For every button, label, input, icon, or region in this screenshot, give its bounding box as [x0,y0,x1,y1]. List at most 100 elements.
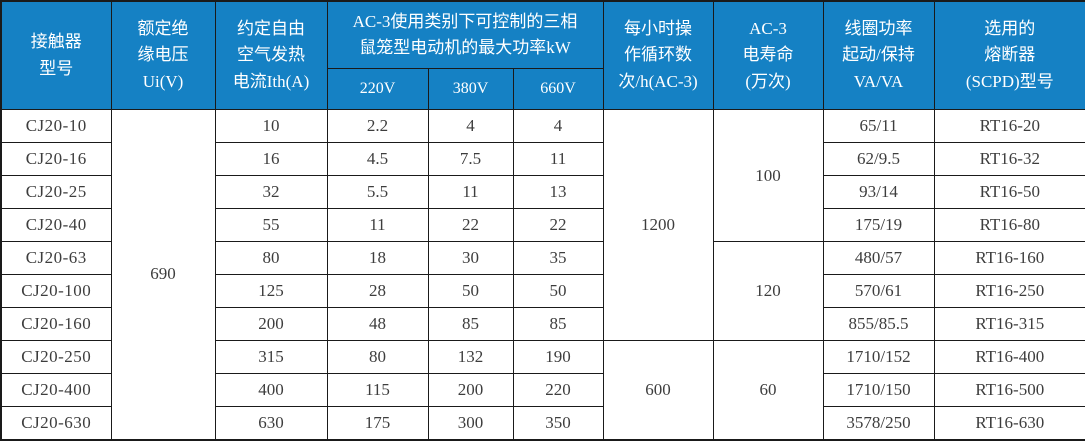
thermal-current-cell: 400 [214,373,328,407]
power-220v-cell: 5.5 [326,175,429,209]
model-cell: CJ20-63 [0,241,112,275]
power-660v-cell: 350 [512,406,604,440]
thermal-current-cell: 16 [214,142,328,176]
table-header: 接触器 型号 额定绝 缘电压 Ui(V) 约定自由 空气发热 电流Ith(A) … [0,0,1085,110]
thermal-current-cell: 200 [214,307,328,341]
header-thermal-current: 约定自由 空气发热 电流Ith(A) [214,0,328,110]
header-ac3-life: AC-3 电寿命 (万次) [712,0,824,110]
table-row: CJ20-25 32 5.5 11 13 93/14 RT16-50 [0,175,1085,209]
table-row: CJ20-10 690 10 2.2 4 4 1200 100 65/11 RT… [0,109,1085,440]
power-380v-cell: 4 [427,109,514,143]
power-220v-cell: 4.5 [326,142,429,176]
power-380v-cell: 22 [427,208,514,242]
coil-power-cell: 65/11 [822,109,935,143]
table-row: CJ20-16 16 4.5 7.5 11 62/9.5 RT16-32 [0,142,1085,176]
fuse-cell: RT16-160 [933,241,1085,275]
life-cell: 120 [712,241,824,341]
power-660v-cell: 220 [512,373,604,407]
coil-power-cell: 570/61 [822,274,935,308]
coil-power-cell: 3578/250 [822,406,935,440]
header-220v: 220V [326,68,429,110]
coil-power-cell: 93/14 [822,175,935,209]
power-380v-cell: 11 [427,175,514,209]
coil-power-cell: 1710/152 [822,340,935,374]
power-380v-cell: 30 [427,241,514,275]
power-220v-cell: 48 [326,307,429,341]
table-row: CJ20-40 55 11 22 22 175/19 RT16-80 [0,208,1085,242]
header-insulation-voltage: 额定绝 缘电压 Ui(V) [110,0,216,110]
fuse-cell: RT16-400 [933,340,1085,374]
thermal-current-cell: 32 [214,175,328,209]
cycles-cell: 1200 [602,109,714,341]
header-model: 接触器 型号 [0,0,112,110]
fuse-cell: RT16-80 [933,208,1085,242]
coil-power-cell: 480/57 [822,241,935,275]
fuse-cell: RT16-50 [933,175,1085,209]
thermal-current-cell: 630 [214,406,328,440]
cycles-cell: 600 [602,340,714,440]
power-660v-cell: 4 [512,109,604,143]
power-220v-cell: 28 [326,274,429,308]
coil-power-cell: 1710/150 [822,373,935,407]
power-380v-cell: 300 [427,406,514,440]
table-row: CJ20-160 200 48 85 85 855/85.5 RT16-315 [0,307,1085,341]
thermal-current-cell: 80 [214,241,328,275]
table-body: CJ20-10 690 10 2.2 4 4 1200 100 65/11 RT… [0,109,1085,440]
fuse-cell: RT16-630 [933,406,1085,440]
power-220v-cell: 2.2 [326,109,429,143]
model-cell: CJ20-100 [0,274,112,308]
header-660v: 660V [512,68,604,110]
power-380v-cell: 85 [427,307,514,341]
insulation-voltage-cell: 690 [110,109,216,440]
power-220v-cell: 18 [326,241,429,275]
power-380v-cell: 50 [427,274,514,308]
power-380v-cell: 7.5 [427,142,514,176]
model-cell: CJ20-400 [0,373,112,407]
power-660v-cell: 35 [512,241,604,275]
power-220v-cell: 115 [326,373,429,407]
thermal-current-cell: 10 [214,109,328,143]
coil-power-cell: 62/9.5 [822,142,935,176]
power-380v-cell: 132 [427,340,514,374]
thermal-current-cell: 125 [214,274,328,308]
header-coil-power: 线圈功率 起动/保持 VA/VA [822,0,935,110]
header-ac3-power-group: AC-3使用类别下可控制的三相 鼠笼型电动机的最大功率kW [326,0,604,69]
power-220v-cell: 11 [326,208,429,242]
power-220v-cell: 175 [326,406,429,440]
header-380v: 380V [427,68,514,110]
power-380v-cell: 200 [427,373,514,407]
header-cycles-per-hour: 每小时操 作循环数 次/h(AC-3) [602,0,714,110]
power-660v-cell: 11 [512,142,604,176]
model-cell: CJ20-16 [0,142,112,176]
power-660v-cell: 22 [512,208,604,242]
coil-power-cell: 175/19 [822,208,935,242]
power-660v-cell: 85 [512,307,604,341]
model-cell: CJ20-10 [0,109,112,143]
fuse-cell: RT16-315 [933,307,1085,341]
table-row: CJ20-250 315 80 132 190 600 60 1710/152 … [0,340,1085,440]
model-cell: CJ20-40 [0,208,112,242]
table-row: CJ20-100 125 28 50 50 570/61 RT16-250 [0,274,1085,308]
model-cell: CJ20-250 [0,340,112,374]
fuse-cell: RT16-20 [933,109,1085,143]
header-fuse: 选用的 熔断器 (SCPD)型号 [933,0,1085,110]
power-660v-cell: 50 [512,274,604,308]
coil-power-cell: 855/85.5 [822,307,935,341]
fuse-cell: RT16-500 [933,373,1085,407]
thermal-current-cell: 55 [214,208,328,242]
model-cell: CJ20-630 [0,406,112,440]
model-cell: CJ20-25 [0,175,112,209]
table-row: CJ20-400 400 115 200 220 1710/150 RT16-5… [0,373,1085,407]
life-cell: 100 [712,109,824,242]
fuse-cell: RT16-32 [933,142,1085,176]
power-660v-cell: 13 [512,175,604,209]
fuse-cell: RT16-250 [933,274,1085,308]
table-row: CJ20-630 630 175 300 350 3578/250 RT16-6… [0,406,1085,440]
power-660v-cell: 190 [512,340,604,374]
life-cell: 60 [712,340,824,440]
power-220v-cell: 80 [326,340,429,374]
model-cell: CJ20-160 [0,307,112,341]
thermal-current-cell: 315 [214,340,328,374]
